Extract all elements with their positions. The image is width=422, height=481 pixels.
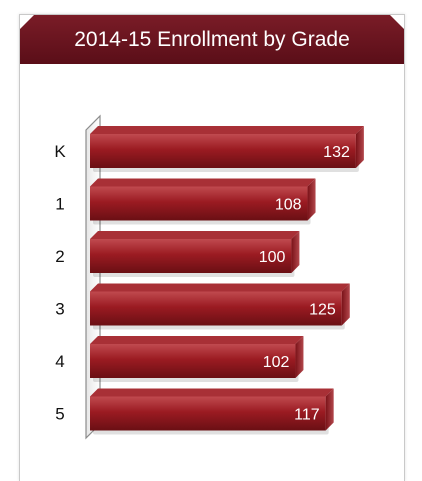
bar-K xyxy=(90,126,364,172)
bar-4 xyxy=(90,336,304,382)
category-label-1: 1 xyxy=(55,195,64,214)
category-label-5: 5 xyxy=(55,405,64,424)
bar-3 xyxy=(90,283,350,330)
value-label-2: 100 xyxy=(259,249,286,266)
value-label-3: 125 xyxy=(309,302,336,319)
value-label-5: 117 xyxy=(294,407,320,424)
chart-title: 2014-15 Enrollment by Grade xyxy=(20,15,404,64)
header-corner-right xyxy=(390,15,404,29)
value-label-K: 132 xyxy=(323,144,350,161)
category-label-K: K xyxy=(54,142,66,161)
category-label-2: 2 xyxy=(55,247,64,266)
category-label-4: 4 xyxy=(55,352,64,371)
header-corner-left xyxy=(20,15,34,29)
bar-1 xyxy=(90,178,316,225)
value-label-1: 108 xyxy=(275,197,302,214)
bar-5 xyxy=(90,388,334,435)
category-label-3: 3 xyxy=(55,300,64,319)
bar-2 xyxy=(90,231,300,277)
value-label-4: 102 xyxy=(263,354,290,371)
